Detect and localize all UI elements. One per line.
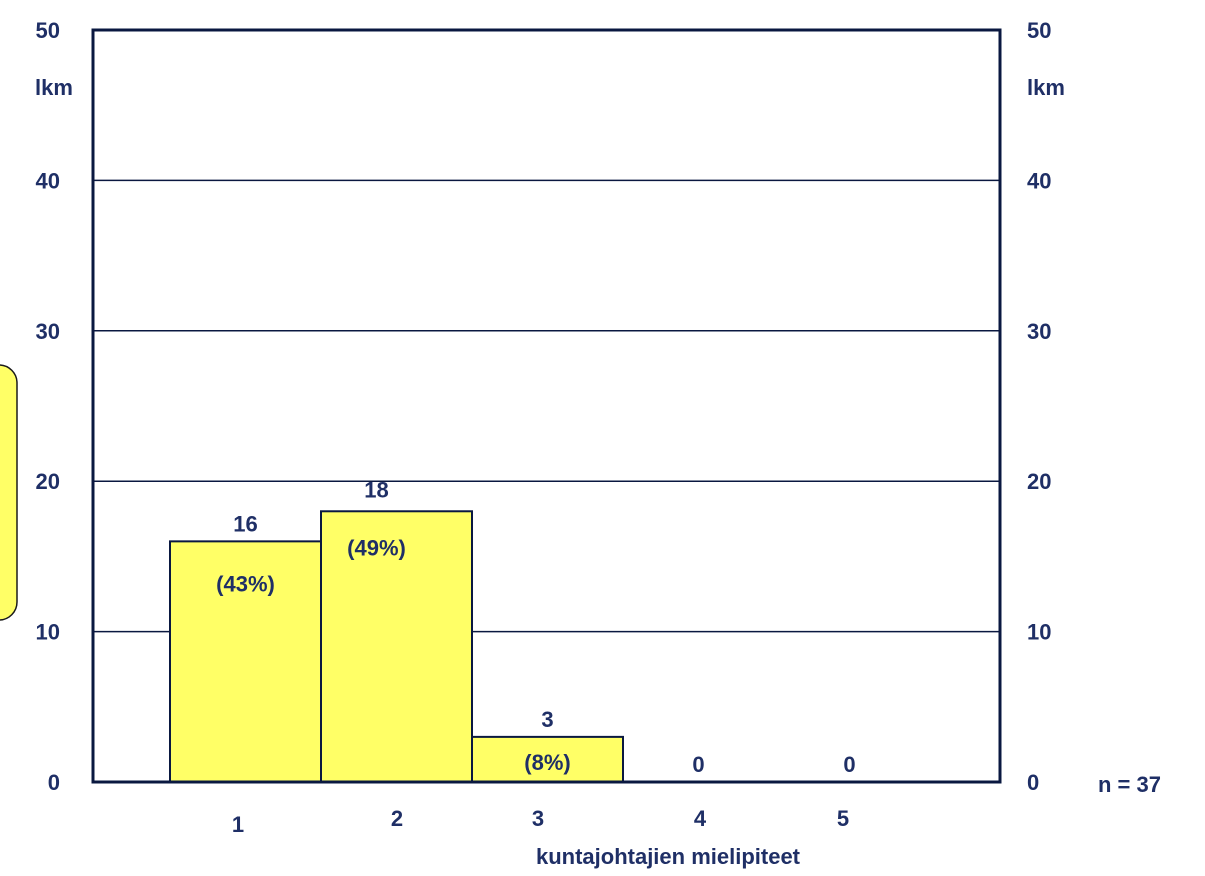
x-axis-label: kuntajohtajien mielipiteet	[536, 844, 801, 869]
bar-1	[169, 540, 322, 783]
value-label: 18	[364, 477, 388, 502]
y-tick-label-left: 50	[36, 18, 60, 43]
data-labels: 16 (43%) 18 (49%) 3 (8%) 0 0	[216, 477, 855, 777]
x-tick-labels: 1 2 3 4 5	[232, 806, 849, 837]
y-tick-label-right: 20	[1027, 469, 1051, 494]
percent-label: (49%)	[347, 535, 406, 560]
n-label: n = 37	[1098, 772, 1161, 797]
y-tick-label-left: 0	[48, 770, 60, 795]
y-tick-label-right: 10	[1027, 620, 1051, 645]
percent-label: (43%)	[216, 571, 275, 596]
value-label: 3	[541, 707, 553, 732]
y-tick-label-right: 30	[1027, 319, 1051, 344]
y-tick-labels-right: 0 10 20 30 40 50	[1027, 18, 1051, 795]
value-label: 0	[843, 752, 855, 777]
percent-label: (8%)	[524, 750, 570, 775]
gridlines	[93, 179, 1000, 633]
x-tick-label: 4	[694, 806, 707, 831]
value-label: 16	[233, 511, 257, 536]
y-tick-labels-left: 0 10 20 30 40 50	[36, 18, 60, 795]
x-tick-label: 5	[837, 806, 849, 831]
y-tick-label-right: 0	[1027, 770, 1039, 795]
note-box	[0, 364, 18, 621]
y-tick-label-right: 50	[1027, 18, 1051, 43]
y-tick-label-right: 40	[1027, 168, 1051, 193]
bar-3	[471, 735, 624, 784]
x-tick-label: 1	[232, 812, 244, 837]
y-axis-label-right: lkm	[1027, 75, 1065, 100]
y-axis-label-left: lkm	[35, 75, 73, 100]
x-tick-label: 3	[532, 806, 544, 831]
x-tick-label: 2	[391, 806, 403, 831]
y-tick-label-left: 10	[36, 620, 60, 645]
y-tick-label-left: 20	[36, 469, 60, 494]
y-tick-label-left: 30	[36, 319, 60, 344]
value-label: 0	[692, 752, 704, 777]
y-tick-label-left: 40	[36, 168, 60, 193]
plot-frame	[91, 28, 1002, 784]
